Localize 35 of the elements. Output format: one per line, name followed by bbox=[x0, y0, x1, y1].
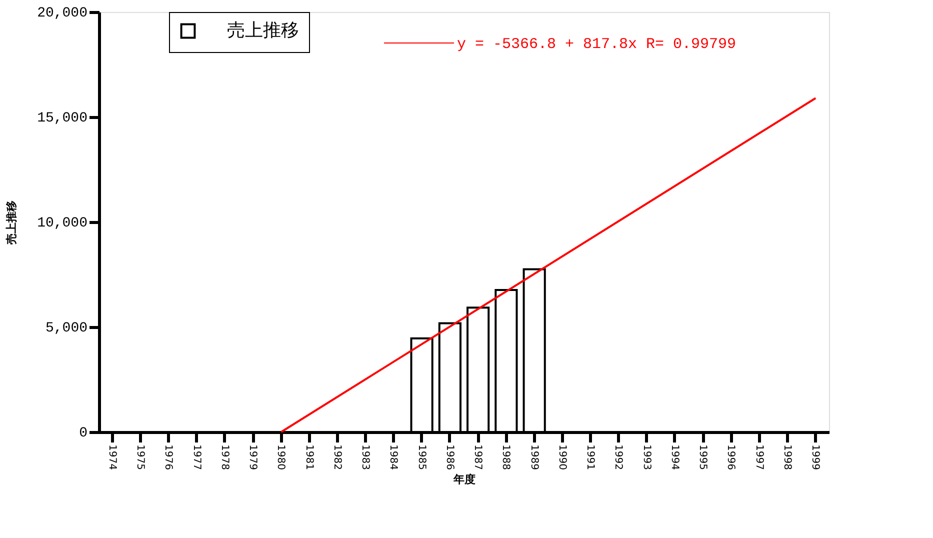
x-tick-label: 1996 bbox=[725, 444, 736, 470]
x-tick-label: 1988 bbox=[500, 444, 512, 470]
x-tick-label: 1986 bbox=[444, 444, 455, 470]
y-tick-label: 10,000 bbox=[37, 216, 88, 232]
x-tick-label: 1976 bbox=[162, 444, 174, 470]
x-tick-label: 1997 bbox=[753, 444, 764, 470]
x-tick-label: 1993 bbox=[640, 444, 652, 470]
x-tick-label: 1991 bbox=[584, 444, 596, 470]
x-tick-label: 1994 bbox=[668, 444, 680, 470]
x-axis-title: 年度 bbox=[452, 472, 476, 486]
x-tick-label: 1974 bbox=[106, 444, 118, 470]
y-tick-label: 5,000 bbox=[45, 320, 88, 336]
x-tick-label: 1989 bbox=[528, 444, 540, 470]
x-tick-label: 1983 bbox=[360, 444, 371, 470]
x-tick-label: 1992 bbox=[612, 444, 624, 470]
y-tick-label: 0 bbox=[79, 426, 88, 442]
y-tick-label: 15,000 bbox=[37, 110, 88, 126]
x-tick-label: 1975 bbox=[134, 444, 146, 470]
legend-label: 売上推移 bbox=[227, 20, 299, 41]
x-tick-label: 1977 bbox=[190, 444, 202, 470]
x-tick-label: 1990 bbox=[556, 444, 568, 470]
x-tick-label: 1998 bbox=[782, 444, 793, 470]
y-axis-title: 売上推移 bbox=[5, 200, 18, 244]
x-tick-label: 1982 bbox=[331, 444, 342, 470]
x-tick-label: 1999 bbox=[810, 444, 821, 470]
x-tick-label: 1978 bbox=[218, 444, 230, 470]
x-tick-label: 1979 bbox=[247, 444, 258, 470]
x-tick-label: 1984 bbox=[388, 444, 399, 470]
x-tick-label: 1995 bbox=[697, 444, 708, 470]
legend-label: y = -5366.8 + 817.8x R= 0.99799 bbox=[457, 36, 736, 53]
x-tick-label: 1985 bbox=[416, 444, 427, 470]
x-tick-label: 1981 bbox=[303, 444, 314, 470]
x-tick-label: 1987 bbox=[472, 444, 484, 470]
y-tick-label: 20,000 bbox=[37, 6, 88, 22]
x-tick-label: 1980 bbox=[275, 444, 286, 470]
